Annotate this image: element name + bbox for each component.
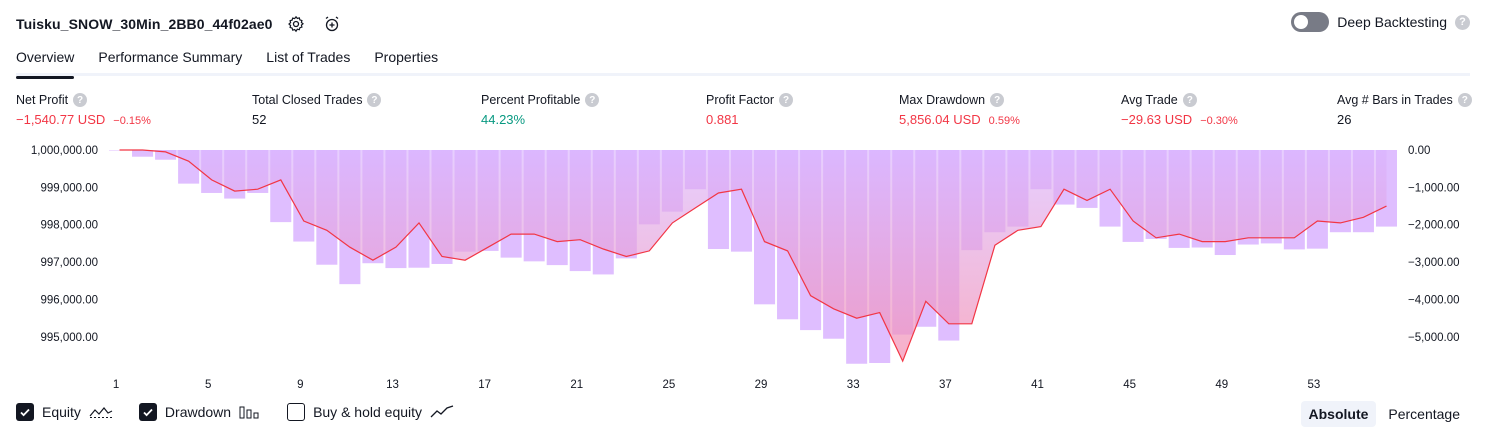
equity-area: [119, 150, 1387, 362]
metric-profit-factor: Profit Factor? 0.881: [706, 93, 794, 127]
checkmark-icon: [20, 408, 30, 417]
legend-buy-hold[interactable]: Buy & hold equity: [287, 403, 454, 421]
metric-label: Avg # Bars in Trades: [1337, 93, 1453, 107]
left-axis-tick-label: 998,000.00: [40, 220, 98, 232]
drawdown-bar: [155, 150, 177, 160]
x-axis-tick-label: 41: [1031, 379, 1044, 391]
tab-overview[interactable]: Overview: [16, 46, 75, 79]
legend-label: Equity: [42, 404, 81, 420]
checkbox-buy-hold[interactable]: [287, 403, 306, 421]
metric-value: 52: [252, 112, 267, 127]
metric-value: 5,856.04 USD: [899, 112, 981, 127]
drawdown-bars-icon: [239, 406, 259, 419]
metric-sub: 0.59%: [988, 115, 1020, 127]
right-axis-tick-label: −4,000.00: [1408, 294, 1459, 306]
metric-net-profit: Net Profit? −1,540.77 USD −0.15%: [16, 93, 151, 127]
equity-line: [119, 149, 1387, 363]
metric-label: Percent Profitable: [481, 93, 581, 107]
checkbox-equity[interactable]: [16, 403, 34, 421]
metric-percent-profitable: Percent Profitable? 44.23%: [481, 93, 600, 127]
alert-add-icon[interactable]: [319, 11, 345, 37]
metric-avg-bars: Avg # Bars in Trades? 26: [1337, 93, 1472, 127]
help-icon[interactable]: ?: [779, 93, 794, 107]
metric-label: Max Drawdown: [899, 93, 986, 107]
metric-max-drawdown: Max Drawdown? 5,856.04 USD 0.59%: [899, 93, 1020, 127]
x-axis-tick-label: 25: [663, 379, 676, 391]
tab-bar: Overview Performance Summary List of Tra…: [16, 46, 1470, 79]
x-axis-tick-label: 33: [847, 379, 860, 391]
help-icon[interactable]: ?: [585, 93, 600, 107]
help-icon[interactable]: ?: [73, 93, 88, 107]
x-axis-tick-label: 17: [478, 379, 491, 391]
help-icon[interactable]: ?: [1457, 93, 1472, 107]
metric-value: 0.881: [706, 112, 739, 127]
right-axis-tick-label: −5,000.00: [1408, 332, 1459, 344]
help-icon[interactable]: ?: [1455, 14, 1470, 30]
x-axis-tick-label: 45: [1123, 379, 1136, 391]
metric-label: Total Closed Trades: [252, 93, 363, 107]
equity-chart: 1,000,000.00 999,000.00 998,000.00 997,000.…: [31, 145, 1460, 391]
equity-line-icon: [89, 407, 113, 418]
strategy-title: Tuisku_SNOW_30Min_2BB0_44f02ae0: [16, 16, 273, 32]
deep-backtesting-control: Deep Backtesting ?: [1291, 12, 1470, 32]
chart-legend: Equity Drawdown Buy & hold equity: [16, 403, 454, 421]
right-axis-tick-label: 0.00: [1408, 145, 1430, 157]
legend-label: Buy & hold equity: [313, 404, 423, 420]
left-axis-tick-label: 997,000.00: [40, 257, 98, 269]
buy-hold-line-icon: [430, 405, 454, 418]
tab-performance-summary[interactable]: Performance Summary: [98, 49, 243, 65]
right-axis-tick-label: −1,000.00: [1408, 182, 1459, 194]
x-axis-tick-label: 49: [1215, 379, 1228, 391]
strategy-header: Tuisku_SNOW_30Min_2BB0_44f02ae0: [16, 10, 345, 38]
x-axis-tick-label: 13: [386, 379, 399, 391]
x-axis-tick-label: 9: [297, 379, 303, 391]
x-axis-tick-label: 1: [113, 379, 119, 391]
tab-properties[interactable]: Properties: [374, 49, 439, 65]
metric-value: −1,540.77 USD: [16, 112, 106, 127]
metric-label: Profit Factor: [706, 93, 775, 107]
right-axis-tick-label: −3,000.00: [1408, 257, 1459, 269]
metric-value: −29.63 USD: [1121, 112, 1193, 127]
right-axis-tick-label: −2,000.00: [1408, 220, 1459, 232]
metric-sub: −0.30%: [1200, 115, 1238, 127]
legend-equity[interactable]: Equity: [16, 403, 113, 421]
x-axis-tick-label: 21: [570, 379, 583, 391]
left-axis-tick-label: 996,000.00: [40, 294, 98, 306]
checkbox-drawdown[interactable]: [138, 403, 157, 421]
left-axis-tick-label: 1,000,000.00: [31, 145, 98, 157]
metric-value: 44.23%: [481, 112, 526, 127]
left-axis-tick-label: 995,000.00: [40, 332, 98, 344]
deep-backtesting-label: Deep Backtesting: [1337, 14, 1447, 30]
value-mode-switch: Absolute Percentage: [1300, 401, 1469, 427]
help-icon[interactable]: ?: [990, 93, 1005, 107]
tab-list-of-trades[interactable]: List of Trades: [266, 49, 351, 65]
x-axis-tick-label: 5: [205, 379, 211, 391]
absolute-button[interactable]: Absolute: [1300, 401, 1377, 427]
x-axis-tick-label: 29: [755, 379, 768, 391]
percentage-button[interactable]: Percentage: [1388, 406, 1460, 422]
metric-sub: −0.15%: [113, 115, 151, 127]
x-axis-tick-label: 53: [1308, 379, 1321, 391]
deep-backtesting-toggle[interactable]: [1291, 12, 1330, 32]
metric-total-closed-trades: Total Closed Trades? 52: [252, 93, 382, 127]
left-axis-tick-label: 999,000.00: [40, 182, 98, 194]
x-axis-tick-label: 37: [939, 379, 952, 391]
metric-label: Avg Trade: [1121, 93, 1178, 107]
metric-avg-trade: Avg Trade? −29.63 USD −0.30%: [1121, 93, 1238, 127]
drawdown-bar: [132, 150, 154, 157]
metric-label: Net Profit: [16, 93, 69, 107]
legend-label: Drawdown: [164, 404, 232, 420]
legend-drawdown[interactable]: Drawdown: [138, 403, 261, 421]
gear-icon[interactable]: [283, 11, 309, 37]
metric-value: 26: [1337, 112, 1352, 127]
help-icon[interactable]: ?: [1182, 93, 1197, 107]
checkmark-icon: [143, 408, 153, 417]
help-icon[interactable]: ?: [367, 93, 382, 107]
